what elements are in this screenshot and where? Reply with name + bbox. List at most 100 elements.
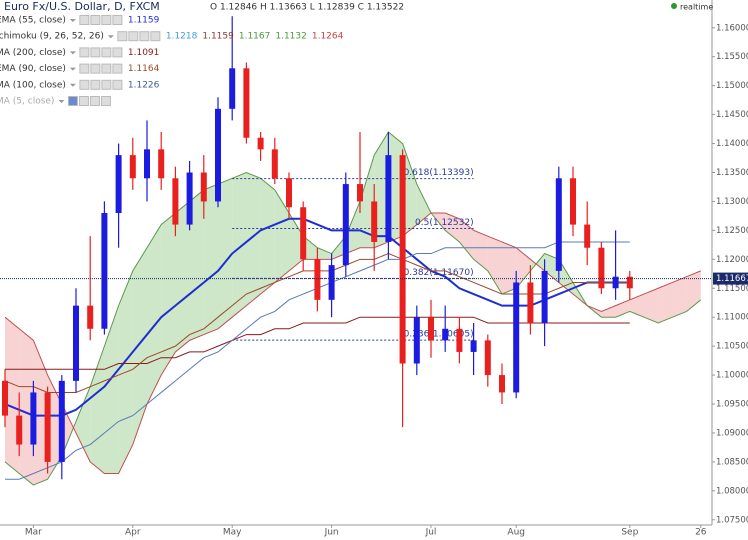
candle-body	[16, 415, 23, 445]
legend-name: EMA (55, close)	[0, 16, 66, 26]
cloud-fill	[132, 247, 147, 445]
legend-icon	[78, 96, 89, 106]
cloud-fill	[33, 340, 48, 486]
x-tick-label: 26	[695, 528, 707, 538]
candle-body	[257, 137, 264, 150]
candle-body	[271, 149, 278, 179]
y-tick-label: 1.12500	[716, 226, 748, 236]
candle-body	[428, 317, 434, 341]
cloud-fill	[658, 282, 673, 323]
legend-caret	[107, 35, 114, 39]
legend-icon	[101, 79, 112, 90]
cloud-fill	[686, 270, 701, 312]
cloud-fill	[473, 230, 488, 271]
x-tick-label: Sep	[621, 528, 638, 538]
last-price-box	[713, 272, 748, 285]
legend-value: 1.1132	[275, 32, 307, 42]
cloud-fill	[502, 241, 517, 295]
y-tick-label: 1.13500	[716, 168, 748, 178]
candle-body	[442, 328, 449, 341]
legend-icon	[139, 31, 150, 42]
cloud-fill	[5, 317, 20, 474]
legend-icon	[112, 63, 123, 74]
cloud-fill	[317, 247, 332, 260]
x-tick-label: Aug	[507, 528, 525, 538]
candle-body	[328, 265, 335, 300]
x-tick-label: Apr	[125, 528, 141, 538]
legend-caret	[69, 19, 76, 22]
x-tick-label: Jul	[425, 528, 437, 538]
cloud-fill	[218, 178, 233, 329]
candle-body	[527, 282, 534, 323]
legend-value: 1.1164	[128, 64, 160, 74]
candle-body	[598, 247, 605, 289]
plot-area: 0.618(1.13393)0.5(1.12532)0.382(1.11670)…	[0, 16, 712, 486]
legend-icon	[90, 15, 101, 25]
cloud-fill	[161, 213, 176, 376]
candle-body	[385, 155, 392, 242]
cloud-fill	[19, 328, 34, 486]
candle-body	[413, 317, 420, 364]
indicator-line	[4, 212, 701, 474]
candle-body	[172, 178, 179, 225]
candle-body	[73, 305, 79, 381]
candle-body	[612, 276, 619, 289]
candle-body	[30, 392, 37, 445]
fib-label: 0.618(1.13393)	[404, 168, 474, 178]
cloud-fill	[558, 259, 573, 295]
y-tick-label: 1.15500	[716, 52, 748, 62]
cloud-fill	[289, 213, 304, 271]
cloud-fill	[544, 253, 559, 283]
candle-body	[101, 213, 108, 329]
cloud-fill	[516, 247, 531, 289]
candle-body	[229, 68, 236, 109]
legend-value: 1.1218	[166, 32, 198, 42]
y-tick-label: 1.13000	[716, 197, 748, 207]
candle-body	[314, 259, 321, 300]
legend-icon	[67, 96, 78, 106]
legend-caret	[69, 67, 76, 71]
cloud-fill	[601, 305, 616, 318]
legend-name: MA (5, close)	[0, 97, 54, 107]
candle-body	[58, 380, 65, 462]
legend-icon	[79, 15, 90, 25]
legend-icon	[117, 31, 128, 42]
candle-body	[200, 172, 207, 202]
legend-icon	[128, 31, 139, 42]
legend-value: 1.1264	[312, 32, 344, 42]
cloud-fill	[246, 172, 261, 306]
status: realtime	[680, 3, 713, 12]
legend-icon	[112, 47, 123, 58]
candle-body	[144, 149, 150, 179]
x-tick-label: Jun	[324, 528, 339, 538]
candle-body	[399, 155, 406, 364]
candle-body	[513, 282, 520, 393]
legend-icon	[79, 79, 90, 90]
legend-name: Ichimoku (9, 26, 52, 26)	[0, 32, 104, 42]
cloud-fill	[189, 189, 204, 341]
cloud-fill	[260, 178, 275, 295]
candle-body	[584, 224, 591, 248]
candle-body	[129, 155, 136, 179]
cloud-fill	[61, 404, 76, 457]
candle-body	[342, 184, 349, 266]
candle-body	[456, 328, 463, 352]
y-tick-label: 1.14500	[716, 110, 748, 120]
candle-body	[87, 305, 94, 329]
candle-body	[541, 270, 548, 323]
cloud-fill	[388, 131, 403, 242]
indicator-line	[5, 316, 630, 370]
candle-body	[626, 276, 633, 289]
candle-body	[499, 375, 505, 393]
y-tick-label: 1.07500	[716, 515, 748, 525]
candle-body	[115, 155, 122, 214]
cloud-fill	[374, 131, 389, 248]
y-tick-label: 1.08500	[716, 457, 748, 467]
legend-name: MA (100, close)	[0, 80, 66, 90]
cloud-fill	[416, 184, 431, 225]
candle-body	[2, 380, 8, 416]
candle-body	[243, 68, 250, 138]
legend-icon	[79, 63, 90, 74]
y-tick-label: 1.11500	[716, 284, 748, 294]
